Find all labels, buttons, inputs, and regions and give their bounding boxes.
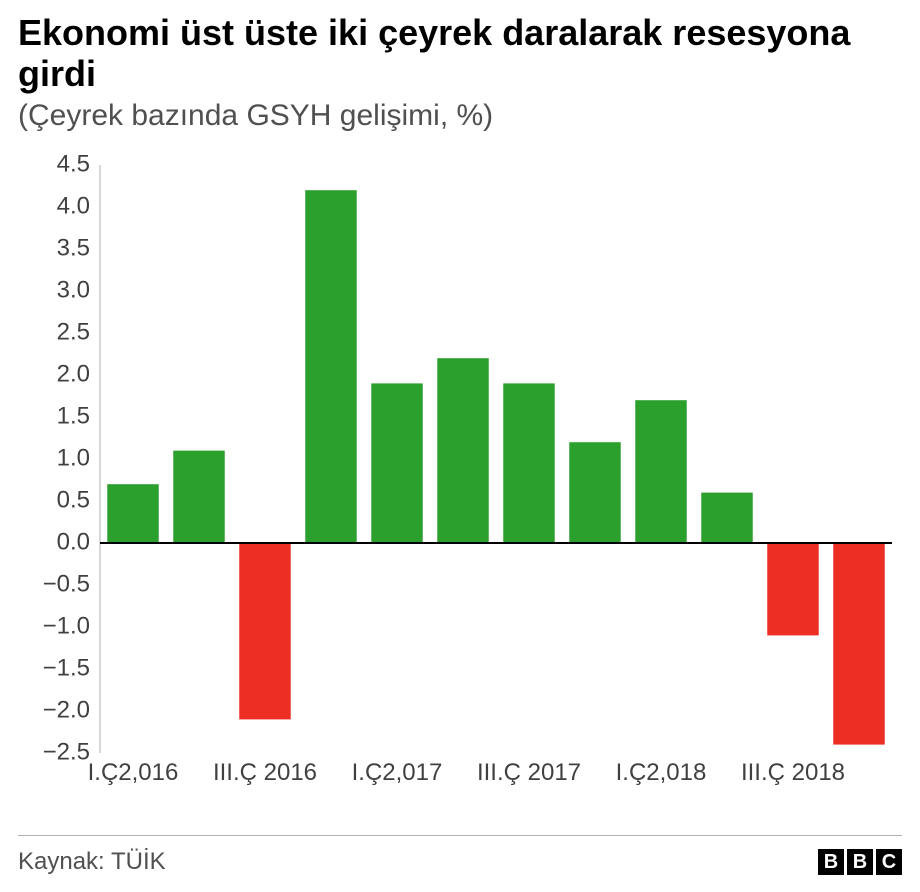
y-axis-tick-label: −1.5 [43, 654, 90, 681]
logo-letter: C [876, 849, 902, 875]
bar [173, 450, 224, 542]
y-axis-tick-label: 4.0 [57, 192, 90, 219]
y-axis-tick-label: 3.0 [57, 276, 90, 303]
y-axis-tick-label: −2.0 [43, 696, 90, 723]
y-axis-tick-label: 2.5 [57, 318, 90, 345]
y-axis-tick-label: −2.5 [43, 738, 90, 765]
x-axis-tick-label: I.Ç2,017 [352, 759, 443, 786]
bbc-logo: BBC [818, 849, 902, 875]
y-axis-tick-label: 3.5 [57, 234, 90, 261]
y-axis-tick-label: −0.5 [43, 570, 90, 597]
x-axis-tick-label: III.Ç 2018 [741, 759, 845, 786]
y-axis-tick-label: 2.0 [57, 360, 90, 387]
bar-chart-svg: 4.5 4.0 3.5 3.0 2.5 2.0 1.5 1.0 0.5 0.0 −0.5 −1.0 −1… [18, 155, 902, 827]
x-axis-tick-label: III.Ç 2017 [477, 759, 581, 786]
bar [569, 442, 620, 543]
bar [767, 543, 818, 635]
bar [635, 400, 686, 543]
logo-letter: B [818, 849, 844, 875]
x-axis-tick-label: III.Ç 2016 [213, 759, 317, 786]
y-axis-tick-label: 1.5 [57, 402, 90, 429]
chart-footer: Kaynak: TÜİK BBC [18, 835, 902, 892]
y-axis-tick-label: −1.0 [43, 612, 90, 639]
chart-title: Ekonomi üst üste iki çeyrek daralarak re… [18, 12, 902, 95]
bar [833, 543, 884, 745]
bar [305, 190, 356, 543]
x-axis-tick-label: I.Ç2,016 [88, 759, 179, 786]
bar [503, 383, 554, 543]
chart-plot-area: 4.5 4.0 3.5 3.0 2.5 2.0 1.5 1.0 0.5 0.0 −0.5 −1.0 −1… [18, 155, 902, 827]
bar [371, 383, 422, 543]
bar [107, 484, 158, 543]
y-axis-tick-label: 4.5 [57, 155, 90, 177]
bar [701, 492, 752, 542]
logo-letter: B [847, 849, 873, 875]
chart-subtitle: (Çeyrek bazında GSYH gelişimi, %) [18, 99, 902, 133]
source-label: Kaynak: TÜİK [18, 848, 166, 876]
y-axis-tick-label: 0.5 [57, 486, 90, 513]
chart-container: Ekonomi üst üste iki çeyrek daralarak re… [0, 0, 920, 892]
y-axis-tick-label: 0.0 [57, 528, 90, 555]
bar [437, 358, 488, 543]
y-axis-tick-label: 1.0 [57, 444, 90, 471]
bar [239, 543, 290, 719]
x-axis-tick-label: I.Ç2,018 [616, 759, 707, 786]
